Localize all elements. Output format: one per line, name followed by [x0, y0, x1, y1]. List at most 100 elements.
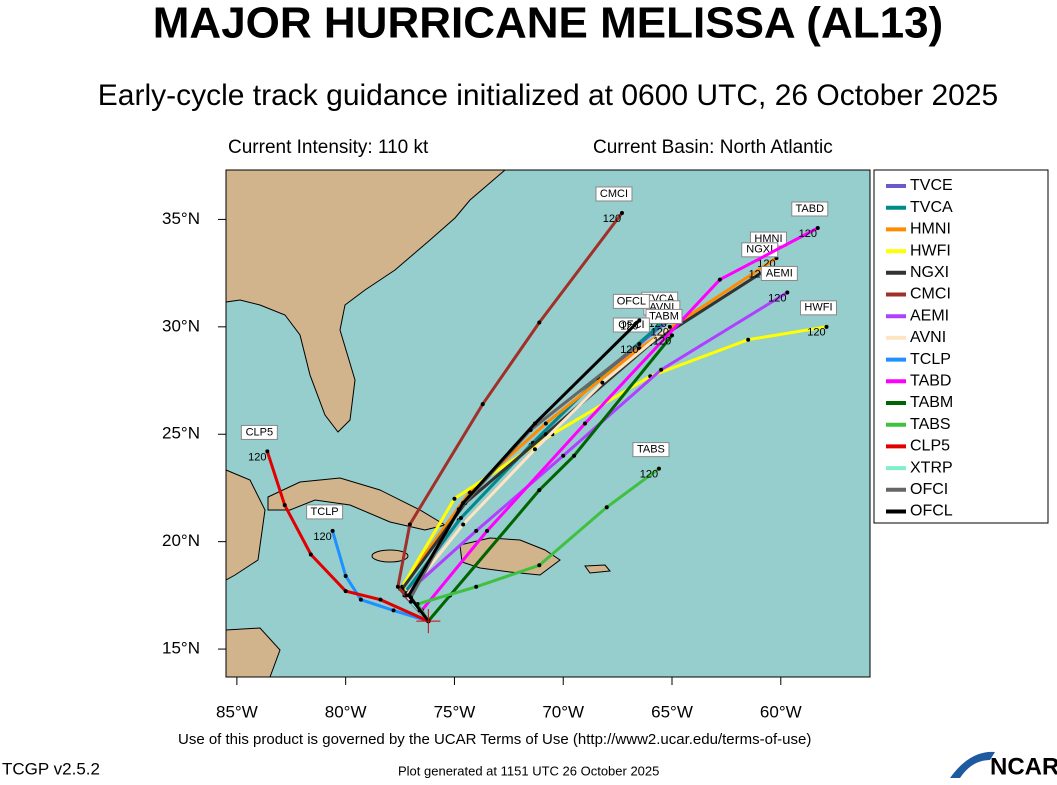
track-point — [619, 210, 624, 215]
y-tick-label: 35°N — [162, 209, 200, 228]
track-point — [543, 421, 548, 426]
y-tick-label: 15°N — [162, 639, 200, 658]
end-hour: 120 — [603, 213, 621, 225]
end-label: CLP5 — [246, 426, 274, 438]
track-point — [637, 318, 642, 323]
track-point — [543, 432, 548, 437]
track-point — [358, 597, 363, 602]
track-point — [561, 453, 566, 458]
end-label: TABD — [796, 203, 825, 215]
track — [265, 450, 429, 623]
chart-title: MAJOR HURRICANE MELISSA (AL13) — [153, 0, 943, 48]
legend-label: TVCA — [910, 199, 953, 216]
track-point — [537, 488, 542, 493]
end-box — [306, 504, 344, 520]
track-point — [667, 324, 672, 329]
track-point — [656, 466, 661, 471]
end-box — [791, 201, 829, 217]
track-point — [391, 608, 396, 613]
end-hour: 120 — [248, 451, 266, 463]
x-tick-label: 80°W — [325, 702, 367, 721]
end-label: OFCL — [617, 295, 646, 307]
x-tick-label: 60°W — [760, 702, 802, 721]
track-point — [582, 421, 587, 426]
legend-label: TABS — [910, 416, 951, 433]
track-point — [485, 528, 490, 533]
intensity: Current Intensity: 110 kt — [228, 137, 429, 158]
track-point — [537, 563, 542, 568]
track-point — [461, 522, 466, 527]
end-label: TCLP — [311, 506, 339, 518]
end-box — [799, 300, 837, 316]
track-point — [407, 522, 412, 527]
track-point — [343, 574, 348, 579]
end-box — [645, 308, 683, 324]
legend-label: HMNI — [910, 221, 951, 238]
end-label: NGXI — [746, 244, 773, 256]
legend-label: NGXI — [910, 264, 949, 281]
legend-label: AVNI — [910, 329, 946, 346]
end-hour: 120 — [640, 469, 658, 481]
land — [225, 169, 611, 678]
track-point — [395, 584, 400, 589]
end-hour: 120 — [651, 327, 669, 339]
legend-label: CMCI — [910, 286, 951, 303]
track-point — [824, 324, 829, 329]
chart-subtitle: Early-cycle track guidance initialized a… — [98, 79, 998, 112]
end-label: TABM — [649, 310, 679, 322]
track-point — [378, 597, 383, 602]
logo-mark — [950, 751, 995, 778]
track-point — [265, 449, 270, 454]
end-label: AEMI — [766, 267, 793, 279]
end-label: TABS — [637, 444, 665, 456]
legend-label: XTRP — [910, 459, 953, 476]
terms: Use of this product is governed by the U… — [178, 731, 811, 748]
track-point — [330, 528, 335, 533]
y-tick-label: 30°N — [162, 316, 200, 335]
track-point — [659, 367, 664, 372]
legend-label: TCLP — [910, 351, 951, 368]
y-tick-label: 25°N — [162, 424, 200, 443]
end-label: CMCI — [600, 188, 628, 200]
track-point — [532, 447, 537, 452]
track-point — [474, 528, 479, 533]
end-hour: 120 — [653, 335, 671, 347]
logo: NCAR — [990, 753, 1057, 780]
track-point — [308, 552, 313, 557]
end-box — [632, 442, 670, 458]
track-point — [717, 277, 722, 282]
track-point — [604, 505, 609, 510]
track-point — [343, 589, 348, 594]
x-tick-label: 65°W — [651, 702, 693, 721]
track-point — [746, 337, 751, 342]
track-point — [452, 496, 457, 501]
track-point — [670, 333, 675, 338]
end-box — [240, 424, 278, 440]
end-box — [760, 265, 798, 281]
track-point — [458, 516, 463, 521]
track-point — [406, 593, 411, 598]
track-point — [537, 320, 542, 325]
x-tick-label: 85°W — [216, 702, 258, 721]
track-point — [532, 421, 537, 426]
basin: Current Basin: North Atlantic — [593, 137, 833, 158]
end-box — [595, 186, 633, 202]
legend-label: OFCL — [910, 503, 953, 520]
track-point — [461, 500, 466, 505]
track-point — [637, 342, 642, 347]
x-tick-label: 70°W — [542, 702, 584, 721]
end-hour: 120 — [768, 292, 786, 304]
legend-label: TVCE — [910, 177, 953, 194]
end-hour: 120 — [799, 228, 817, 240]
legend-label: AEMI — [910, 307, 949, 324]
legend-label: CLP5 — [910, 438, 950, 455]
legend-label: TABM — [910, 394, 953, 411]
x-tick-label: 75°W — [434, 702, 476, 721]
track-point — [282, 503, 287, 508]
generated: Plot generated at 1151 UTC 26 October 20… — [398, 763, 659, 778]
end-hour: 120 — [620, 320, 638, 332]
legend-label: HWFI — [910, 242, 951, 259]
end-hour: 120 — [807, 327, 825, 339]
end-box — [612, 293, 650, 309]
